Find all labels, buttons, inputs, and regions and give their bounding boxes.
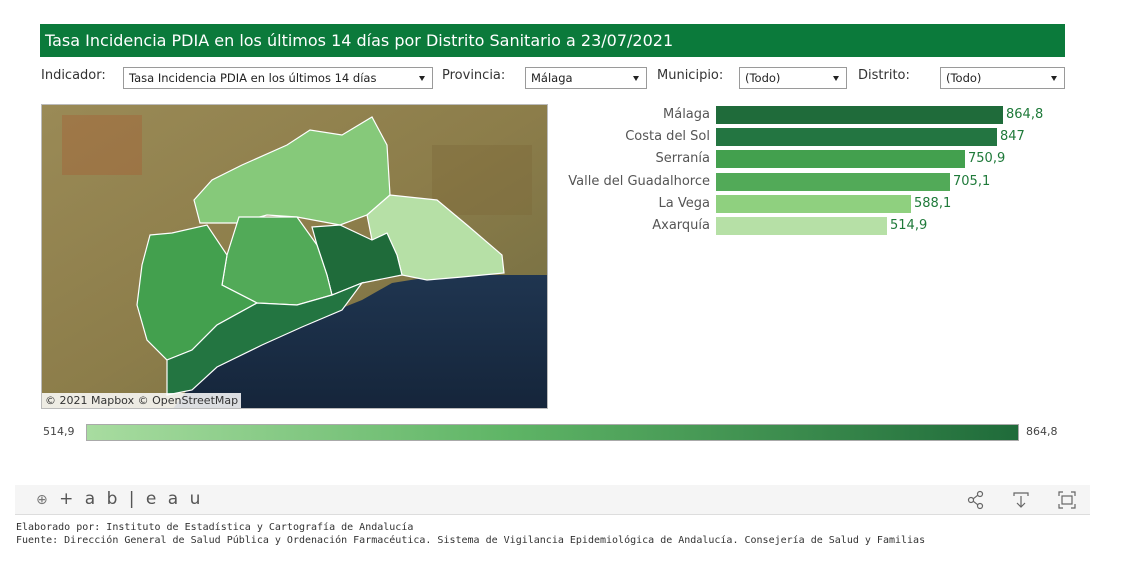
distrito-value: (Todo) — [946, 71, 982, 85]
tableau-toolbar: ⊕ + a b | e a u — [15, 485, 1090, 515]
indicador-value: Tasa Incidencia PDIA en los últimos 14 d… — [129, 71, 377, 85]
credit-author: Elaborado por: Instituto de Estadística … — [16, 522, 414, 533]
bar-value-axarquia: 514,9 — [890, 218, 928, 233]
sea-area — [173, 275, 547, 408]
chevron-down-icon — [1051, 76, 1057, 81]
provincia-dropdown[interactable]: Málaga — [525, 67, 647, 89]
bar-value-costa-del-sol: 847 — [1000, 129, 1025, 145]
provincia-value: Málaga — [531, 71, 573, 85]
fullscreen-icon[interactable] — [1057, 490, 1077, 510]
tableau-logo[interactable]: ⊕ + a b | e a u — [36, 489, 203, 509]
bar-label-valle-del-guadalhorce: Valle del Guadalhorce — [568, 173, 710, 189]
district-map[interactable]: © 2021 Mapbox © OpenStreetMap — [41, 104, 548, 409]
chevron-down-icon — [633, 76, 639, 81]
bar-la-vega[interactable] — [716, 194, 911, 213]
chevron-down-icon — [833, 76, 839, 81]
bar-label-axarquia: Axarquía — [652, 218, 710, 233]
credits: Elaborado por: Instituto de Estadística … — [16, 521, 925, 547]
credit-source: Fuente: Dirección General de Salud Públi… — [16, 535, 926, 546]
tableau-logo-text: + a b | e a u — [59, 489, 204, 509]
tableau-cross-icon: ⊕ — [36, 492, 51, 508]
distrito-dropdown[interactable]: (Todo) — [940, 67, 1065, 89]
bar-serrania[interactable] — [716, 150, 965, 169]
bar-label-malaga: Málaga — [663, 107, 710, 122]
legend-min-label: 514,9 — [43, 425, 75, 438]
bar-label-serrania: Serranía — [655, 151, 711, 167]
distrito-label: Distrito: — [858, 68, 910, 83]
district-costa-del-sol[interactable] — [166, 281, 364, 396]
legend-max-label: 864,8 — [1026, 425, 1058, 438]
chevron-down-icon — [419, 76, 425, 81]
indicador-dropdown[interactable]: Tasa Incidencia PDIA en los últimos 14 d… — [123, 67, 433, 89]
dashboard-title: Tasa Incidencia PDIA en los últimos 14 d… — [40, 24, 1065, 57]
map-canvas — [42, 105, 547, 408]
bar-costa-del-sol[interactable] — [716, 128, 997, 147]
bar-axarquia[interactable] — [716, 217, 887, 235]
bar-value-serrania: 750,9 — [968, 151, 1006, 167]
municipio-label: Municipio: — [657, 68, 724, 83]
indicador-label: Indicador: — [41, 68, 106, 83]
share-icon[interactable] — [966, 490, 986, 510]
bar-valle-del-guadalhorce[interactable] — [716, 172, 950, 191]
bar-label-costa-del-sol: Costa del Sol — [625, 129, 710, 145]
map-attribution[interactable]: © 2021 Mapbox © OpenStreetMap — [42, 393, 242, 408]
bar-malaga[interactable] — [716, 106, 1003, 124]
bar-value-valle-del-guadalhorce: 705,1 — [953, 173, 991, 189]
municipio-value: (Todo) — [745, 71, 781, 85]
bar-value-la-vega: 588,1 — [914, 195, 952, 211]
color-legend-bar — [86, 424, 1019, 441]
provincia-label: Provincia: — [442, 68, 506, 83]
municipio-dropdown[interactable]: (Todo) — [739, 67, 847, 89]
bar-label-la-vega: La Vega — [658, 195, 710, 211]
download-icon[interactable] — [1011, 490, 1031, 510]
bar-value-malaga: 864,8 — [1006, 107, 1044, 122]
